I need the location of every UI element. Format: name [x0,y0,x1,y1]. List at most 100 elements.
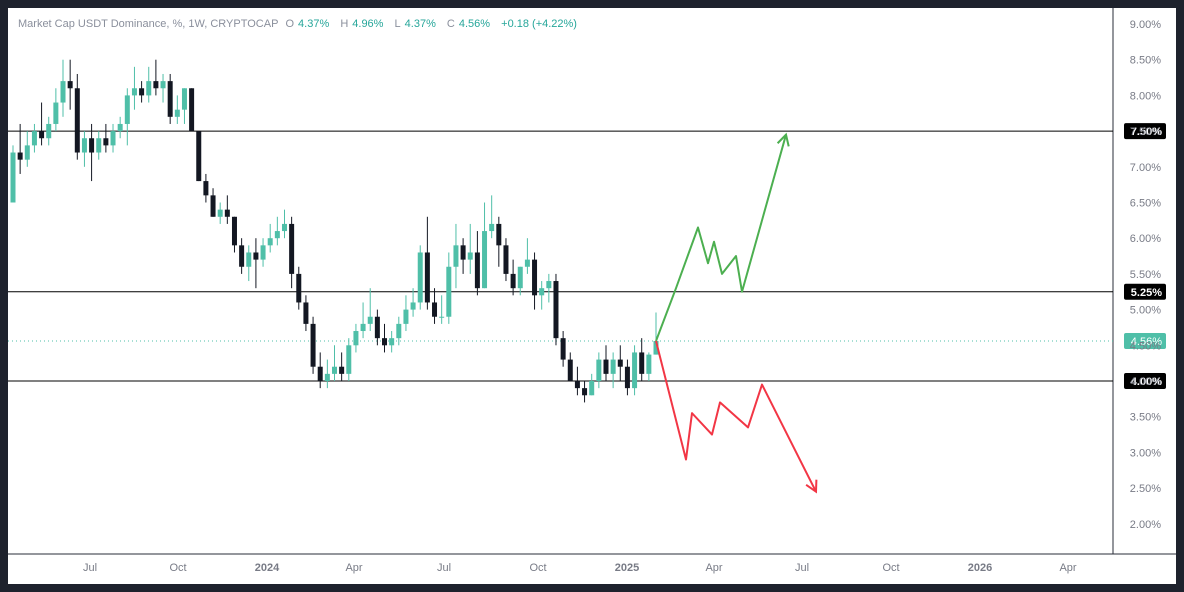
candle-body [582,388,588,396]
time-tick-label: 2025 [615,562,639,574]
candle-body [403,309,409,324]
time-tick-label: 2024 [255,562,280,574]
candle-body [453,245,459,267]
candle-body [103,138,109,146]
symbol-name: Market Cap USDT Dominance, %, 1W, CRYPTO… [18,18,279,30]
candle-body [374,316,380,339]
candle-body [474,252,480,289]
ohlc-low: L 4.37% [394,18,436,30]
candle-body [239,245,245,267]
candle-body [231,216,237,246]
candle-body [303,302,309,324]
candle-body [110,131,116,146]
candle-body [567,359,573,381]
price-tick-label: 3.00% [1130,447,1161,459]
candle-body [89,138,95,153]
candle-body [189,88,195,132]
last-price-label: 4.56% [1131,336,1162,348]
candle-body [410,302,416,310]
ohlc-change: +0.18 (+4.22%) [501,18,577,30]
candle-body [317,366,323,381]
candle-body [260,245,266,260]
candle-body [31,131,37,146]
price-axis[interactable]: 9.00% 8.50% 8.00% 7.50% 7.00% 6.50% 6.00% 5.50%… [1130,19,1161,531]
candle-body [160,81,166,89]
candle-body [432,302,438,317]
time-tick-label: Apr [345,562,362,574]
candle-body [81,138,87,153]
projection-paths [655,132,818,494]
candle-body [610,359,616,374]
ohlc-high: H 4.96% [340,18,384,30]
price-tick-label: 9.00% [1130,19,1161,31]
candle-body [424,252,430,303]
time-tick-label: Apr [705,562,722,574]
candle-body [624,366,630,389]
candle-body [39,131,45,139]
candle-body [603,359,609,374]
price-tick-label: 3.50% [1130,412,1161,424]
time-tick-label: Oct [169,562,186,574]
price-tick-label: 8.00% [1130,90,1161,102]
candle-body [296,273,302,303]
candle-body [153,81,159,89]
time-tick-label: Oct [529,562,546,574]
candles [10,59,659,403]
candle-body [510,273,516,289]
candle-body [382,338,388,346]
candlestick-chart[interactable]: 7.50% 5.25% 4.00% 4.56% 9.00% 8.50% 8.00% 7.50… [8,8,1176,584]
candle-body [524,259,530,267]
candle-body [560,338,566,360]
candle-body [131,88,137,96]
price-tick-label: 5.00% [1130,305,1161,317]
candle-body [546,281,552,289]
candle-body [124,95,130,124]
bullish-projection-path [655,134,787,342]
candle-body [324,373,330,381]
price-tick-label: 4.50% [1130,340,1161,352]
candle-body [96,138,102,153]
time-tick-label: 2026 [968,562,992,574]
ohlc-close: C 4.56% [446,18,491,30]
candle-body [246,252,252,267]
candle-body [24,145,30,160]
candle-body [60,81,66,103]
candle-body [503,245,509,274]
candle-body [553,281,559,339]
candle-body [589,381,595,396]
price-tick-label: 2.50% [1130,483,1161,495]
candle-body [117,123,123,132]
time-axis[interactable]: Jul Oct 2024 Apr Jul Oct 2025 Apr Jul Oct 2026 Apr [83,562,1077,574]
candle-body [653,341,659,355]
candle-body [139,88,145,96]
candle-body [53,102,59,124]
candle-body [574,381,580,389]
candle-body [203,181,209,196]
grid [8,8,1176,555]
candle-body [67,81,73,89]
candle-body [617,359,623,367]
symbol-legend[interactable]: Market Cap USDT Dominance, %, 1W, CRYPTO… [18,18,581,30]
time-tick-label: Jul [795,562,809,574]
candle-body [482,231,488,289]
candle-body [289,223,295,274]
candle-body [267,238,273,246]
candle-body [253,252,259,260]
candle-body [339,366,345,374]
chart-panel[interactable]: 7.50% 5.25% 4.00% 4.56% 9.00% 8.50% 8.00% 7.50… [8,8,1176,584]
candle-body [353,331,359,346]
price-tick-label: 7.00% [1130,162,1161,174]
level-price-label: 7.50% [1131,126,1162,138]
candle-body [539,288,545,296]
candle-body [367,316,373,324]
candle-body [46,123,52,139]
bearish-projection-path-arrowhead [805,479,818,494]
candle-body [346,345,352,374]
time-tick-label: Apr [1059,562,1076,574]
price-tick-label: 2.00% [1130,519,1161,531]
price-tick-label: 8.50% [1130,55,1161,67]
candle-body [210,195,216,217]
candle-body [146,81,152,96]
price-tick-label: 6.00% [1130,233,1161,245]
